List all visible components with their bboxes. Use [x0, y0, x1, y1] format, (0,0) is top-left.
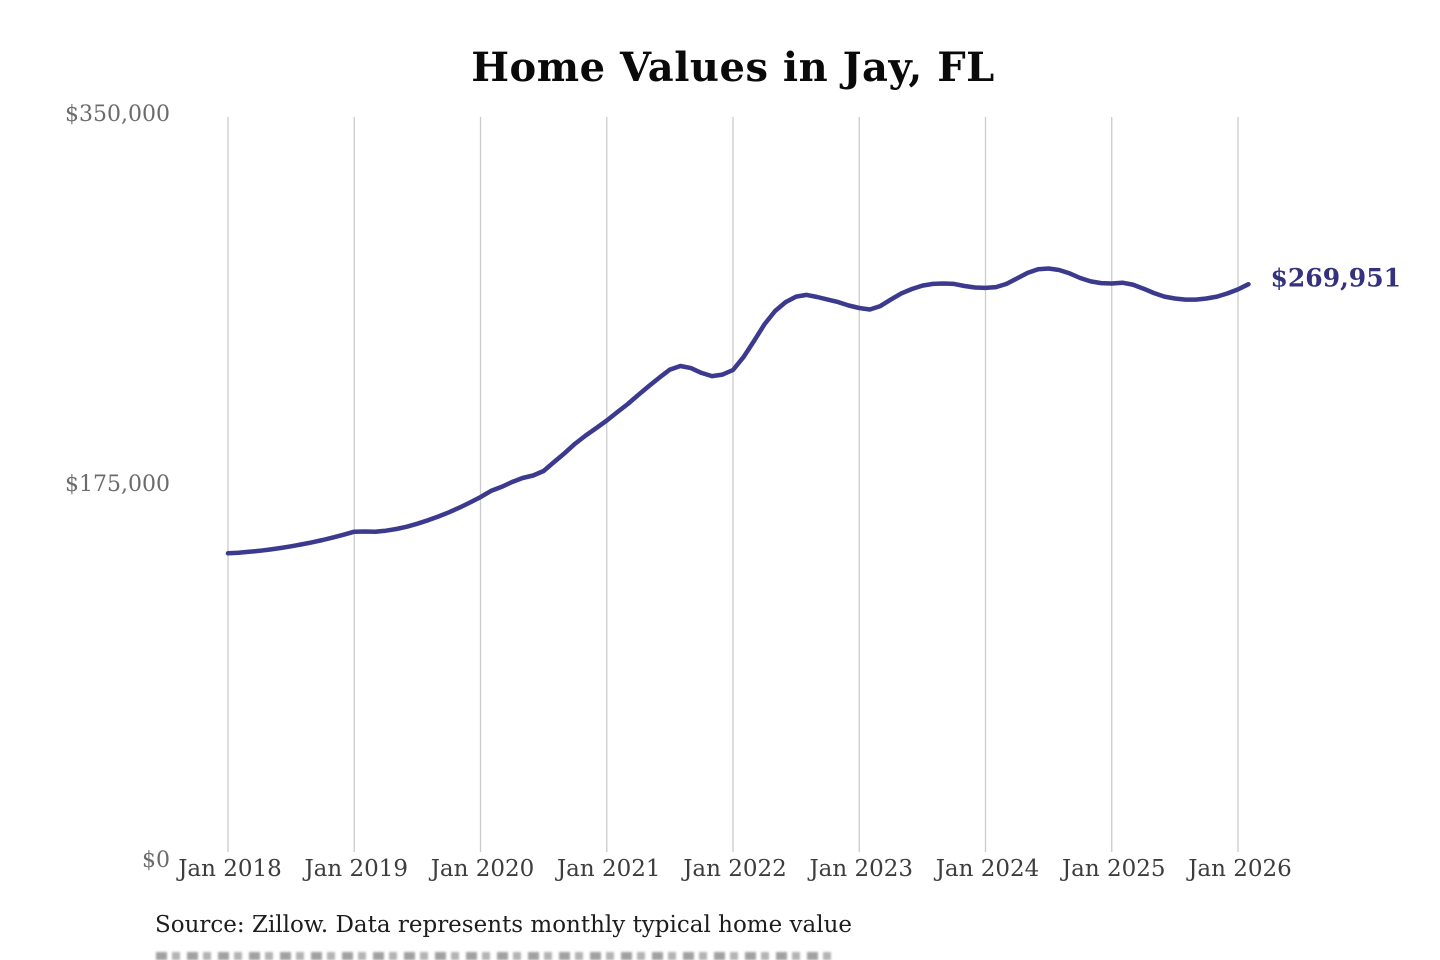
- y-axis-tick-label: $350,000: [65, 102, 170, 127]
- x-axis-tick-label: Jan 2023: [809, 856, 914, 882]
- x-axis-tick-label: Jan 2022: [683, 856, 787, 882]
- x-axis-tick-label: Jan 2026: [1188, 856, 1292, 882]
- value-line: [225, 266, 1251, 556]
- x-axis-tick-label: Jan 2021: [556, 856, 661, 882]
- clipped-caption-line: [156, 952, 832, 960]
- y-axis-tick-label: $0: [142, 848, 170, 873]
- source-caption: Source: Zillow. Data represents monthly …: [155, 912, 853, 938]
- x-axis-tick-label: Jan 2025: [1061, 856, 1166, 882]
- x-axis-tick-label: Jan 2020: [430, 856, 535, 882]
- chart-title: Home Values in Jay, FL: [471, 44, 995, 91]
- current-value-label: $269,951: [1270, 263, 1401, 293]
- x-axis-tick-label: Jan 2024: [935, 856, 1040, 882]
- x-axis-tick-label: Jan 2018: [178, 856, 282, 882]
- y-axis-tick-label: $175,000: [65, 472, 170, 497]
- x-axis-tick-label: Jan 2019: [304, 856, 409, 882]
